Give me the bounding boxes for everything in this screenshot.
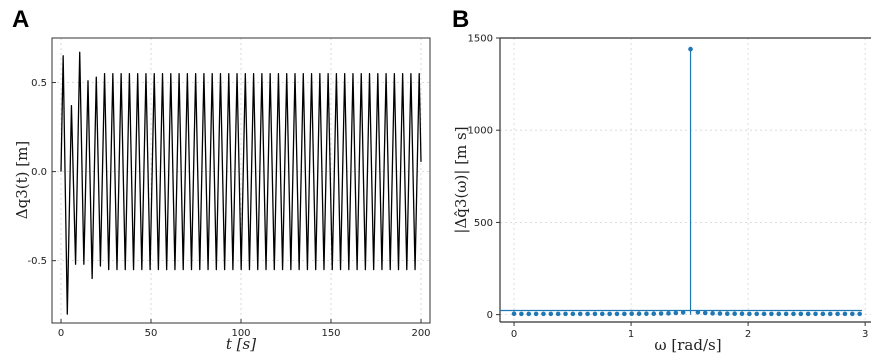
panel-b-stem-marker bbox=[813, 311, 818, 317]
panel-a-y-tick-label: -0.5 bbox=[27, 256, 47, 267]
panel-b-stem-marker bbox=[710, 311, 715, 316]
panel-b-stem-marker bbox=[585, 311, 590, 317]
panel-b-stem-marker bbox=[651, 311, 657, 317]
panel-a-y-tick-label: 0.0 bbox=[31, 167, 47, 178]
panel-b-stem-marker bbox=[614, 311, 620, 317]
panel-b-stem-marker bbox=[850, 311, 855, 317]
panel-b-stem-marker bbox=[607, 311, 612, 317]
panel-b-stem-marker bbox=[673, 310, 679, 316]
panel-a-x-tick-label: 200 bbox=[411, 328, 430, 339]
panel-b-y-label: |Δq̂3(ω)| [m s] bbox=[452, 126, 470, 233]
panel-b-stem-marker bbox=[658, 311, 664, 316]
panel-b-y-tick-label: 0 bbox=[487, 310, 493, 321]
panel-b-stem-marker bbox=[754, 311, 760, 317]
panel-b-stem-marker bbox=[732, 311, 737, 317]
panel-b-y-axis: 0 500 1000 1500 bbox=[468, 34, 500, 321]
panel-b-stem-marker bbox=[511, 311, 517, 317]
panel-b-stem-marker bbox=[680, 310, 686, 315]
panel-b-x-axis: 0 1 2 3 bbox=[511, 322, 868, 340]
panel-a-x-tick-label: 0 bbox=[58, 328, 64, 339]
panel-b-stem-marker bbox=[577, 311, 583, 317]
panel-b-stem-marker bbox=[739, 311, 745, 317]
panel-a-y-axis: 0.5 0.0 -0.5 bbox=[27, 78, 56, 267]
panel-b-stem-marker bbox=[629, 311, 634, 317]
panel-b-stem-marker bbox=[761, 311, 767, 317]
panel-b-stem-marker bbox=[555, 311, 561, 317]
panel-a-x-tick-label: 100 bbox=[231, 328, 250, 339]
panel-b-stem-marker bbox=[842, 311, 848, 317]
panel-a-frame bbox=[51, 37, 431, 324]
panel-b-stems bbox=[511, 46, 862, 317]
panel-b-stem-marker bbox=[724, 311, 730, 317]
panel-b-stem-marker bbox=[644, 311, 649, 317]
panel-a-chart: 0 50 100 150 200 0.5 0.0 -0.5 t [s] Δq3(t) [m] bbox=[13, 37, 431, 353]
panel-b-stem-marker bbox=[533, 311, 539, 317]
panel-b-stem-marker bbox=[563, 311, 568, 317]
panel-b-stem-marker bbox=[783, 311, 789, 317]
panel-b-letter: B bbox=[452, 6, 469, 33]
panel-b-stem-marker bbox=[717, 311, 723, 316]
panel-b-x-tick-label: 1 bbox=[628, 329, 634, 340]
panel-b-stem-marker bbox=[570, 311, 576, 317]
panel-b-stem-marker bbox=[622, 311, 627, 317]
panel-b-stem-marker bbox=[666, 311, 671, 316]
panel-b-stem-marker bbox=[827, 311, 833, 317]
panel-b-grid bbox=[500, 37, 871, 322]
panel-b-stem-marker bbox=[702, 310, 708, 316]
panel-b-y-tick-label: 500 bbox=[474, 218, 493, 229]
panel-b-stem-marker bbox=[835, 311, 840, 317]
panel-b-stem-marker bbox=[769, 311, 774, 317]
panel-b-y-tick-label: 1500 bbox=[468, 34, 493, 45]
panel-b-stem-marker bbox=[688, 46, 693, 52]
panel-a-letter: A bbox=[12, 6, 29, 33]
panel-b-stem-marker bbox=[798, 311, 804, 317]
panel-b-x-label: ω [rad/s] bbox=[654, 336, 721, 354]
panel-b-y-tick-label: 1000 bbox=[468, 126, 493, 137]
panel-a-y-tick-label: 0.5 bbox=[31, 78, 47, 89]
panel-b-stem-marker bbox=[805, 311, 811, 317]
panel-b-x-tick-label: 3 bbox=[862, 329, 868, 340]
panel-b-stem-marker bbox=[599, 311, 605, 317]
panel-b-stem-marker bbox=[541, 311, 546, 317]
panel-a-x-label: t [s] bbox=[226, 335, 256, 353]
panel-b-stem-marker bbox=[857, 311, 862, 317]
panel-b-stem-marker bbox=[636, 311, 642, 317]
panel-b-stem-marker bbox=[747, 311, 752, 317]
panel-a-y-label: Δq3(t) [m] bbox=[13, 141, 31, 219]
panel-b-stem-marker bbox=[695, 309, 701, 315]
panel-b-stem-marker bbox=[526, 311, 532, 317]
panel-b-stem-marker bbox=[791, 311, 796, 317]
panel-a-series-line bbox=[60, 51, 422, 315]
panel-b-stem-marker bbox=[592, 311, 598, 317]
panel-a-grid bbox=[52, 38, 430, 323]
panel-b-stem-marker bbox=[548, 311, 554, 317]
panel-b-stem-marker bbox=[820, 311, 826, 317]
panel-b-x-tick-label: 2 bbox=[745, 329, 751, 340]
panel-a-x-axis: 0 50 100 150 200 bbox=[58, 319, 431, 339]
panel-a-x-tick-label: 150 bbox=[321, 328, 340, 339]
panel-b-chart: 0 1 2 3 0 500 1000 1500 ω [rad/s] |Δq̂3(ω)| [m… bbox=[452, 34, 871, 354]
panel-a-x-tick-label: 50 bbox=[145, 328, 158, 339]
panel-b-stem-marker bbox=[776, 311, 782, 317]
panel-b-x-tick-label: 0 bbox=[511, 329, 517, 340]
panel-b-stem-marker bbox=[519, 311, 524, 317]
